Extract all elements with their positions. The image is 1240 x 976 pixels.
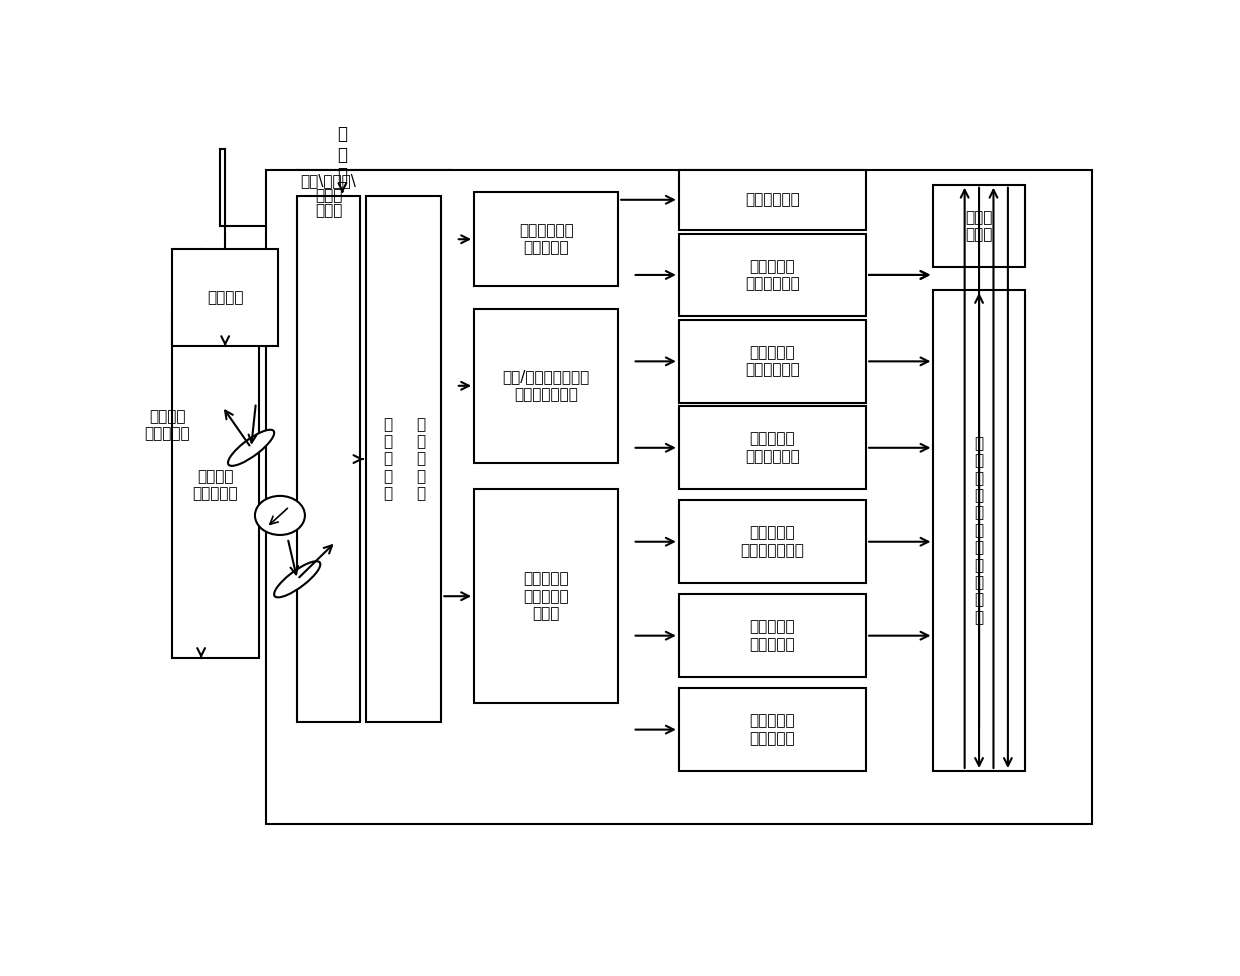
FancyBboxPatch shape bbox=[172, 249, 278, 346]
Circle shape bbox=[255, 496, 305, 535]
Text: 中波红外中
视场探测器: 中波红外中 视场探测器 bbox=[750, 620, 795, 652]
FancyBboxPatch shape bbox=[934, 184, 1024, 267]
Text: 大视场二
维扫描转镜: 大视场二 维扫描转镜 bbox=[192, 469, 238, 502]
FancyBboxPatch shape bbox=[678, 406, 866, 489]
FancyBboxPatch shape bbox=[474, 308, 619, 463]
FancyBboxPatch shape bbox=[678, 688, 866, 771]
Text: 可见近红外
中视场探测器: 可见近红外 中视场探测器 bbox=[745, 346, 800, 378]
FancyBboxPatch shape bbox=[678, 594, 866, 677]
Text: 红外非成像
宽光谱测谱单元: 红外非成像 宽光谱测谱单元 bbox=[740, 525, 805, 558]
Text: 入
射
光: 入 射 光 bbox=[337, 125, 347, 184]
Text: 学窗口: 学窗口 bbox=[315, 204, 342, 219]
Text: 可见近红外
大视场探测器: 可见近红外 大视场探测器 bbox=[745, 431, 800, 464]
Text: 红外光: 红外光 bbox=[315, 188, 342, 204]
FancyBboxPatch shape bbox=[172, 312, 259, 658]
Text: 多
模
态
协
同
信
息
处
理
模
块: 多 模 态 协 同 信 息 处 理 模 块 bbox=[975, 436, 983, 625]
FancyBboxPatch shape bbox=[298, 196, 360, 722]
Text: 共
口
径
主
光: 共 口 径 主 光 bbox=[383, 417, 392, 502]
Ellipse shape bbox=[274, 561, 320, 597]
Text: 大视场二
维扫描转镜: 大视场二 维扫描转镜 bbox=[145, 409, 190, 441]
Text: 紫外成谱光学
子系统模块: 紫外成谱光学 子系统模块 bbox=[518, 224, 574, 256]
Text: 紫外\可见光\: 紫外\可见光\ bbox=[300, 174, 356, 188]
FancyBboxPatch shape bbox=[678, 170, 866, 230]
Text: 可见近红外
光谱测谱单元: 可见近红外 光谱测谱单元 bbox=[745, 259, 800, 291]
FancyBboxPatch shape bbox=[474, 192, 619, 286]
Text: 学
系
统
模
块: 学 系 统 模 块 bbox=[415, 417, 425, 502]
Ellipse shape bbox=[228, 429, 274, 466]
Text: 伺服系统: 伺服系统 bbox=[207, 290, 243, 305]
FancyBboxPatch shape bbox=[678, 501, 866, 583]
FancyBboxPatch shape bbox=[265, 170, 1092, 824]
Text: 可见/近红外成像成谱
光学子系统模块: 可见/近红外成像成谱 光学子系统模块 bbox=[502, 370, 590, 402]
FancyBboxPatch shape bbox=[474, 489, 619, 704]
FancyBboxPatch shape bbox=[934, 290, 1024, 771]
FancyBboxPatch shape bbox=[367, 196, 441, 722]
Text: 紫外测谱单元: 紫外测谱单元 bbox=[745, 192, 800, 207]
Text: 伺服控
制模块: 伺服控 制模块 bbox=[966, 210, 993, 242]
FancyBboxPatch shape bbox=[678, 320, 866, 403]
Text: 红外成像成
谱光学子系
统模块: 红外成像成 谱光学子系 统模块 bbox=[523, 571, 569, 621]
FancyBboxPatch shape bbox=[678, 233, 866, 316]
Text: 中波红外大
视场探测器: 中波红外大 视场探测器 bbox=[750, 713, 795, 746]
